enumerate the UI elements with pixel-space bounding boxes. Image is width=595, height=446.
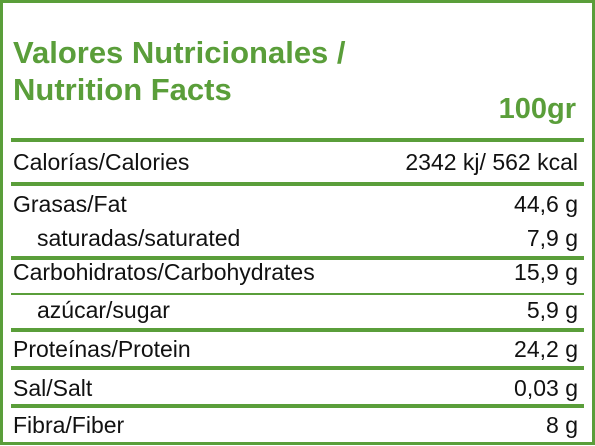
- serving-size: 100gr: [498, 93, 576, 125]
- label: Calorías/Calories: [13, 149, 190, 175]
- row: Fibra/Fiber 8 g: [13, 412, 578, 446]
- label: azúcar/sugar: [37, 297, 170, 323]
- value: 5,9 g: [526, 297, 578, 323]
- title-line: Valores Nutricionales /: [13, 35, 346, 70]
- divider: [11, 404, 584, 408]
- label: Sal/Salt: [13, 375, 93, 401]
- label: Carbohidratos/Carbohydrates: [13, 259, 315, 285]
- divider: [11, 366, 584, 370]
- value: 2342 kj/ 562 kcal: [405, 149, 578, 175]
- value: 24,2 g: [514, 336, 578, 362]
- divider: [11, 182, 584, 186]
- title-line: Nutrition Facts: [13, 72, 232, 107]
- row: Proteínas/Protein 24,2 g: [13, 336, 578, 370]
- label: saturadas/saturated: [37, 225, 241, 251]
- divider: [11, 138, 584, 142]
- row: saturadas/saturated 7,9 g: [13, 225, 578, 259]
- label: Grasas/Fat: [13, 191, 127, 217]
- value: 7,9 g: [526, 225, 578, 251]
- divider: [11, 328, 584, 332]
- row: Carbohidratos/Carbohydrates 15,9 g: [13, 259, 578, 293]
- row: Calorías/Calories 2342 kj/ 562 kcal: [13, 149, 578, 183]
- value: 44,6 g: [514, 191, 578, 217]
- divider: [11, 256, 584, 260]
- label: Fibra/Fiber: [13, 412, 125, 438]
- value: 0,03 g: [514, 375, 578, 401]
- divider: [11, 293, 584, 295]
- row: Sal/Salt 0,03 g: [13, 375, 578, 409]
- value: 8 g: [546, 412, 578, 438]
- row: azúcar/sugar 5,9 g: [13, 297, 578, 331]
- label: Proteínas/Protein: [13, 336, 191, 362]
- row: Grasas/Fat 44,6 g: [13, 191, 578, 225]
- value: 15,9 g: [514, 259, 578, 285]
